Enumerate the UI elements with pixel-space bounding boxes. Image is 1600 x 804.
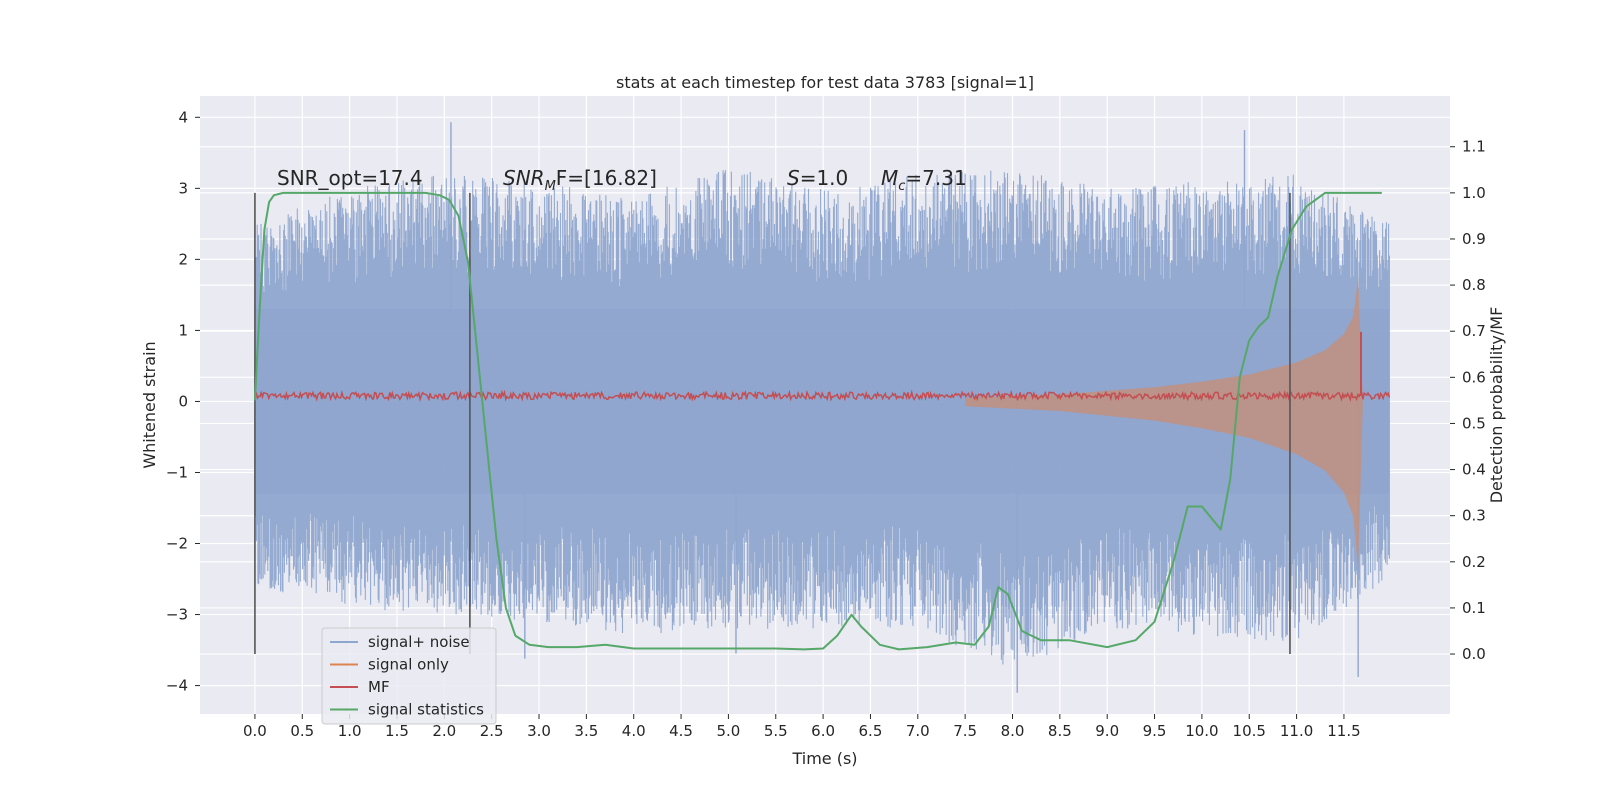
y2-tick-label: 0.7 <box>1462 322 1486 340</box>
signal-only-envelope <box>965 277 1363 570</box>
x-tick-label: 11.5 <box>1327 722 1360 740</box>
y2-tick-label: 0.0 <box>1462 645 1486 663</box>
annotations: SNR_opt=17.4 SNRMF=[16.82] S=1.0 Mc=7.31 <box>277 166 967 194</box>
y-tick-label: −3 <box>166 606 188 624</box>
x-tick-label: 11.0 <box>1280 722 1313 740</box>
legend-frame <box>321 627 497 725</box>
mf-trace <box>254 389 1391 403</box>
y2-tick-label: 1.1 <box>1462 138 1486 156</box>
x-tick-label: 0.5 <box>290 722 314 740</box>
x-tick-label: 1.5 <box>385 722 409 740</box>
x-tick-label: 9.0 <box>1095 722 1119 740</box>
y2-tick-label: 0.1 <box>1462 599 1486 617</box>
chart-title: stats at each timestep for test data 378… <box>616 73 1034 92</box>
x-tick-label: 3.5 <box>574 722 598 740</box>
y2-tick-label: 1.0 <box>1462 184 1486 202</box>
y-tick-label: 3 <box>178 179 188 197</box>
x-tick-label: 4.5 <box>669 722 693 740</box>
y2-tick-label: 0.4 <box>1462 461 1486 479</box>
x-tick-label: 7.0 <box>906 722 930 740</box>
x-tick-label: 3.0 <box>527 722 551 740</box>
x-tick-label: 5.5 <box>764 722 788 740</box>
annotation-snr-opt: SNR_opt=17.4 <box>277 166 423 190</box>
x-tick-label: 7.5 <box>953 722 977 740</box>
annotation-s: S=1.0 <box>787 166 848 190</box>
x-axis-ticks: 0.0 0.5 1.0 1.5 2.0 2.5 3.0 3.5 4.0 4.5 5.0 5.5 6.0 6… <box>243 714 1361 740</box>
y2-tick-label: 0.9 <box>1462 230 1486 248</box>
x-tick-label: 1.0 <box>338 722 362 740</box>
y2-tick-label: 0.5 <box>1462 414 1486 432</box>
y2-tick-label: 0.2 <box>1462 553 1486 571</box>
signal-only-series <box>965 277 1363 570</box>
x-tick-label: 5.0 <box>716 722 740 740</box>
x-tick-label: 4.0 <box>622 722 646 740</box>
y-tick-label: 1 <box>178 321 188 339</box>
y2-tick-label: 0.3 <box>1462 507 1486 525</box>
vertical-markers <box>254 192 1291 655</box>
x-tick-label: 9.5 <box>1143 722 1167 740</box>
y2-tick-label: 0.6 <box>1462 368 1486 386</box>
y-tick-label: −2 <box>166 535 188 553</box>
annotation-mc: Mc=7.31 <box>881 166 967 194</box>
x-tick-label: 0.0 <box>243 722 267 740</box>
y-tick-label: 4 <box>178 108 188 126</box>
y-tick-label: 0 <box>178 392 188 410</box>
legend-label-signal-noise: signal+ noise <box>368 633 470 651</box>
signal-statistics-line <box>253 191 1382 651</box>
x-tick-label: 2.5 <box>480 722 504 740</box>
legend-label-signal-statistics: signal statistics <box>368 701 484 719</box>
legend-label-signal-only: signal only <box>368 656 449 674</box>
legend: signal+ noise signal only MF signal statist… <box>321 627 497 725</box>
x-tick-label: 10.5 <box>1233 722 1266 740</box>
x-tick-label: 6.5 <box>859 722 883 740</box>
y2-axis-ticks: 0.0 0.1 0.2 0.3 0.4 0.5 0.6 0.7 0.8 0.9 1.0 1.1 <box>1450 138 1486 663</box>
x-tick-label: 2.0 <box>432 722 456 740</box>
y2-tick-label: 0.8 <box>1462 276 1486 294</box>
x-tick-label: 8.5 <box>1048 722 1072 740</box>
signal-statistics-series <box>253 191 1382 651</box>
y2-axis-label: Detection probability/MF <box>1487 307 1506 504</box>
legend-label-mf: MF <box>368 678 390 696</box>
annotation-snr-mf: SNRMF=[16.82] <box>503 166 657 194</box>
y-tick-label: −4 <box>166 677 188 695</box>
y-axis-ticks: −4 −3 −2 −1 0 1 2 3 4 <box>166 108 200 695</box>
mf-series <box>254 331 1391 403</box>
y-tick-label: 2 <box>178 250 188 268</box>
x-axis-label: Time (s) <box>791 749 857 768</box>
y-tick-label: −1 <box>166 463 188 481</box>
x-tick-label: 6.0 <box>811 722 835 740</box>
y-axis-label: Whitened strain <box>140 341 159 468</box>
x-tick-label: 10.0 <box>1185 722 1218 740</box>
x-tick-label: 8.0 <box>1001 722 1025 740</box>
